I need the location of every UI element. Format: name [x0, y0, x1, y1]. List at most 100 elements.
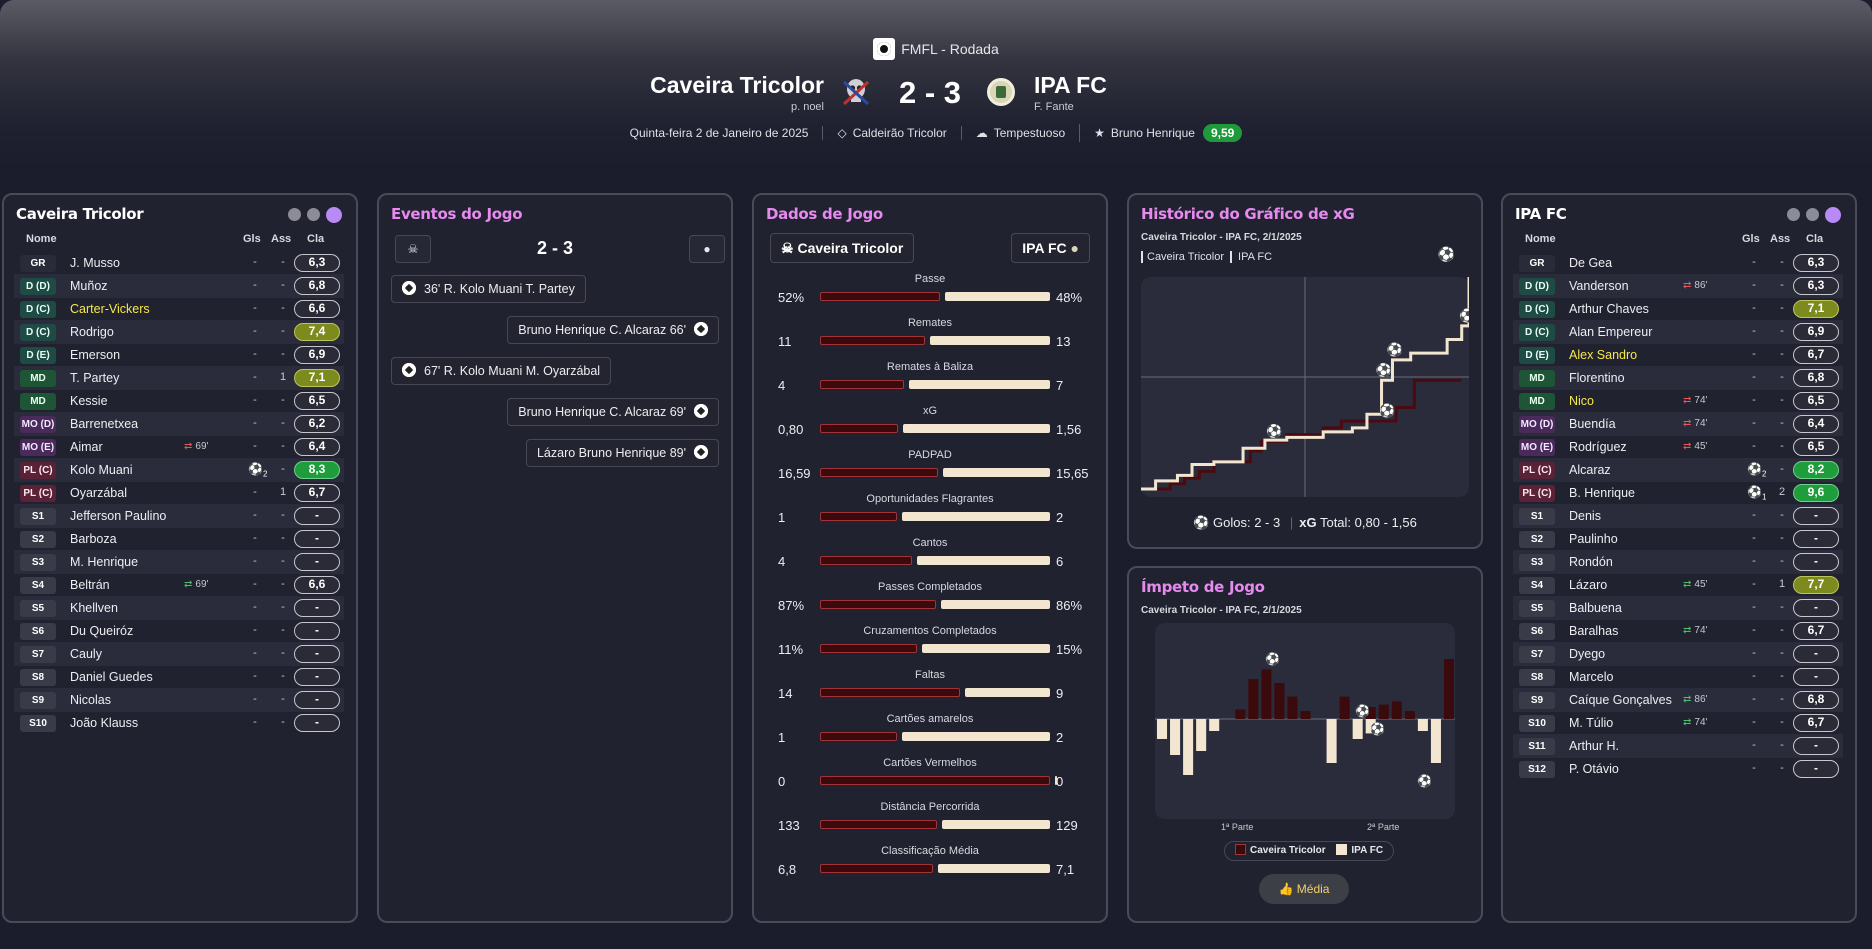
view-dot-3[interactable]: [1825, 207, 1841, 223]
player-row[interactable]: S2 Paulinho - - -: [1513, 527, 1843, 551]
momentum-goal-marker[interactable]: ⚽: [1264, 652, 1280, 666]
player-name[interactable]: Denis: [1569, 509, 1601, 523]
home-team-name[interactable]: Caveira Tricolor: [650, 72, 824, 98]
player-name[interactable]: Barboza: [70, 532, 117, 546]
player-name[interactable]: Rondón: [1569, 555, 1613, 569]
player-name[interactable]: Alex Sandro: [1569, 348, 1638, 362]
player-name[interactable]: Kessie: [70, 394, 108, 408]
player-name[interactable]: Buendía: [1569, 417, 1616, 431]
player-row[interactable]: S1 Denis - - -: [1513, 504, 1843, 528]
player-name[interactable]: P. Otávio: [1569, 762, 1619, 776]
player-name[interactable]: Lázaro: [1569, 578, 1608, 592]
player-row[interactable]: S5 Balbuena - - -: [1513, 596, 1843, 620]
player-row[interactable]: D (C) Alan Empereur - -6,9: [1513, 320, 1843, 344]
average-button[interactable]: 👍 Média: [1259, 874, 1349, 904]
momentum-goal-marker[interactable]: ⚽: [1369, 722, 1385, 736]
player-name[interactable]: Alan Empereur: [1569, 325, 1653, 339]
player-name[interactable]: De Gea: [1569, 256, 1613, 270]
player-row[interactable]: D (D) Vanderson ⇄ 86' - -6,3: [1513, 274, 1843, 298]
goal-ball-icon[interactable]: ⚽: [1437, 246, 1455, 262]
player-row[interactable]: S7 Dyego - - -: [1513, 642, 1843, 666]
player-row[interactable]: S3 M. Henrique - - -: [14, 550, 344, 574]
player-row[interactable]: MD Florentino - -6,8: [1513, 366, 1843, 390]
player-name[interactable]: Carter-Vickers: [70, 302, 150, 316]
player-row[interactable]: MO (D) Barrenetxea - -6,2: [14, 412, 344, 436]
xg-goal-marker[interactable]: ⚽: [1265, 423, 1282, 438]
player-row[interactable]: MD Nico ⇄ 74' - -6,5: [1513, 389, 1843, 413]
player-row[interactable]: S6 Baralhas ⇄ 74' - -6,7: [1513, 619, 1843, 643]
player-row[interactable]: S8 Daniel Guedes - - -: [14, 665, 344, 689]
away-team[interactable]: IPA FC F. Fante: [1034, 72, 1107, 113]
player-row[interactable]: PL (C) Oyarzábal - 1 6,7: [14, 481, 344, 505]
stadium[interactable]: ◇ Caldeirão Tricolor: [822, 126, 960, 140]
player-row[interactable]: D (C) Rodrigo - -7,4: [14, 320, 344, 344]
player-row[interactable]: S4 Beltrán ⇄ 69' - -6,6: [14, 573, 344, 597]
player-name[interactable]: Kolo Muani: [70, 463, 133, 477]
xg-goal-marker[interactable]: ⚽: [1458, 308, 1475, 323]
event-item[interactable]: Bruno Henrique C. Alcaraz 66': [507, 316, 719, 344]
player-name[interactable]: M. Henrique: [70, 555, 139, 569]
player-name[interactable]: Paulinho: [1569, 532, 1618, 546]
player-name[interactable]: Muñoz: [70, 279, 108, 293]
player-row[interactable]: S7 Cauly - - -: [14, 642, 344, 666]
player-name[interactable]: Balbuena: [1569, 601, 1622, 615]
view-dot-2[interactable]: [307, 208, 320, 221]
player-name[interactable]: B. Henrique: [1569, 486, 1636, 500]
player-row[interactable]: S9 Nicolas - - -: [14, 688, 344, 712]
player-row[interactable]: MO (E) Aimar ⇄ 69' - -6,4: [14, 435, 344, 459]
view-dot-3[interactable]: [326, 207, 342, 223]
player-name[interactable]: Aimar: [70, 440, 103, 454]
player-name[interactable]: Du Queiróz: [70, 624, 134, 638]
player-row[interactable]: GR J. Musso - -6,3: [14, 251, 344, 275]
player-row[interactable]: D (E) Alex Sandro - -6,7: [1513, 343, 1843, 367]
home-team[interactable]: Caveira Tricolor p. noel: [650, 72, 824, 113]
player-name[interactable]: João Klauss: [70, 716, 139, 730]
view-dot-1[interactable]: [1787, 208, 1800, 221]
player-name[interactable]: T. Partey: [70, 371, 120, 385]
event-item[interactable]: 36' R. Kolo Muani T. Partey: [391, 275, 586, 303]
player-name[interactable]: Beltrán: [70, 578, 110, 592]
event-item[interactable]: Lázaro Bruno Henrique 89': [525, 439, 719, 467]
player-name[interactable]: Nicolas: [70, 693, 111, 707]
player-name[interactable]: Alcaraz: [1569, 463, 1611, 477]
man-of-the-match[interactable]: ★ Bruno Henrique 9,59: [1079, 124, 1256, 142]
player-row[interactable]: D (E) Emerson - -6,9: [14, 343, 344, 367]
player-name[interactable]: Dyego: [1569, 647, 1606, 661]
player-row[interactable]: PL (C) Kolo Muani ⚽2 -8,3: [14, 458, 344, 482]
player-name[interactable]: Baralhas: [1569, 624, 1619, 638]
player-name[interactable]: Rodrigo: [70, 325, 114, 339]
player-row[interactable]: S10 João Klauss - - -: [14, 711, 344, 735]
player-row[interactable]: S2 Barboza - - -: [14, 527, 344, 551]
player-row[interactable]: S8 Marcelo - - -: [1513, 665, 1843, 689]
player-name[interactable]: Caíque Gonçalves: [1569, 693, 1672, 707]
player-row[interactable]: D (C) Arthur Chaves - -7,1: [1513, 297, 1843, 321]
player-name[interactable]: Nico: [1569, 394, 1595, 408]
player-row[interactable]: S5 Khellven - - -: [14, 596, 344, 620]
event-item[interactable]: 67' R. Kolo Muani M. Oyarzábal: [391, 357, 612, 385]
player-row[interactable]: PL (C) Alcaraz ⚽2 -8,2: [1513, 458, 1843, 482]
momentum-goal-marker[interactable]: ⚽: [1354, 704, 1370, 718]
player-row[interactable]: S1 Jefferson Paulino - - -: [14, 504, 344, 528]
player-name[interactable]: Khellven: [70, 601, 118, 615]
view-dot-2[interactable]: [1806, 208, 1819, 221]
xg-goal-marker[interactable]: ⚽: [1375, 362, 1392, 377]
player-name[interactable]: Barrenetxea: [70, 417, 139, 431]
player-name[interactable]: Emerson: [70, 348, 121, 362]
xg-goal-marker[interactable]: ⚽: [1385, 342, 1402, 357]
player-row[interactable]: D (C) Carter-Vickers - -6,6: [14, 297, 344, 321]
player-name[interactable]: Jefferson Paulino: [70, 509, 167, 523]
player-row[interactable]: PL (C) B. Henrique ⚽1 2 9,6: [1513, 481, 1843, 505]
player-name[interactable]: Florentino: [1569, 371, 1625, 385]
event-item[interactable]: Bruno Henrique C. Alcaraz 69': [507, 398, 719, 426]
player-name[interactable]: M. Túlio: [1569, 716, 1614, 730]
player-row[interactable]: S4 Lázaro ⇄ 45' - 1 7,7: [1513, 573, 1843, 597]
player-row[interactable]: S3 Rondón - - -: [1513, 550, 1843, 574]
player-row[interactable]: S9 Caíque Gonçalves ⇄ 86' - -6,8: [1513, 688, 1843, 712]
player-row[interactable]: MO (D) Buendía ⇄ 74' - -6,4: [1513, 412, 1843, 436]
away-team-name[interactable]: IPA FC: [1034, 72, 1107, 98]
player-name[interactable]: Vanderson: [1569, 279, 1629, 293]
player-row[interactable]: GR De Gea - -6,3: [1513, 251, 1843, 275]
player-row[interactable]: MD Kessie - -6,5: [14, 389, 344, 413]
player-row[interactable]: S11 Arthur H. - - -: [1513, 734, 1843, 758]
player-row[interactable]: D (D) Muñoz - -6,8: [14, 274, 344, 298]
